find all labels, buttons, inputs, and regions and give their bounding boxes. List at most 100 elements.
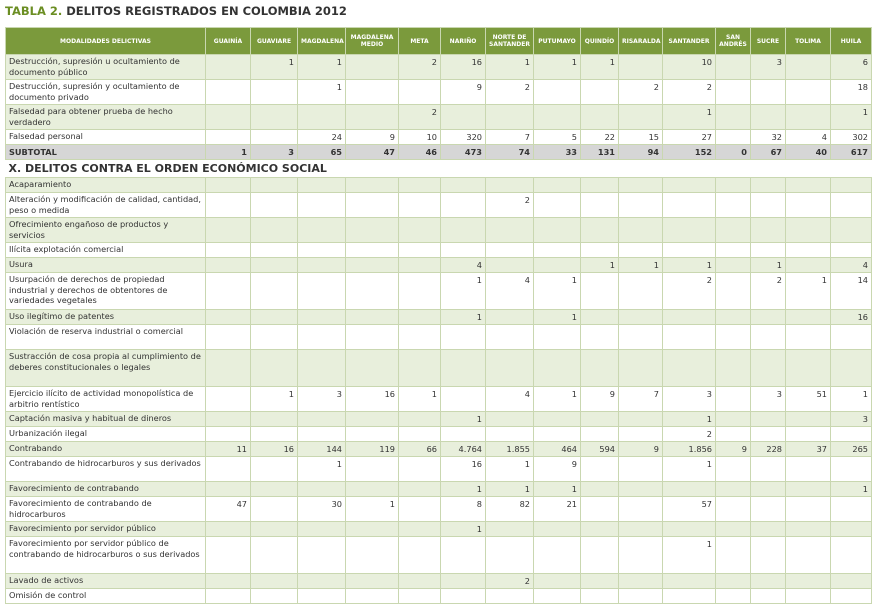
value-cell — [580, 588, 619, 604]
value-cell: 15 — [618, 129, 663, 145]
value-cell — [250, 456, 298, 482]
table-row: Usurpación de derechos de propiedad indu… — [5, 272, 872, 310]
value-cell — [715, 496, 751, 522]
value-cell: 302 — [830, 129, 872, 145]
value-cell — [345, 217, 399, 243]
value-cell — [785, 411, 831, 427]
value-cell: 94 — [618, 144, 663, 160]
value-cell — [533, 242, 581, 258]
value-cell: 3 — [750, 54, 786, 80]
value-cell: 1.855 — [485, 441, 534, 457]
header-row: MODALIDADES DELICTIVAS GUAINÍA GUAVIARE MAG… — [5, 27, 872, 55]
value-cell — [830, 217, 872, 243]
value-cell — [750, 349, 786, 387]
value-cell — [205, 257, 251, 273]
value-cell — [715, 426, 751, 442]
value-cell — [785, 456, 831, 482]
value-cell — [618, 349, 663, 387]
value-cell: 1 — [785, 272, 831, 310]
value-cell: 2 — [618, 79, 663, 105]
value-cell: 2 — [750, 272, 786, 310]
table-row: Falsedad personal 24 9 10 320 7 5 22 15 27 32 4 302 — [5, 129, 872, 145]
value-cell — [250, 192, 298, 218]
value-cell — [715, 79, 751, 105]
header-cell: GUAVIARE — [250, 27, 298, 55]
value-cell — [398, 456, 441, 482]
row-label: Ilícita explotación comercial — [5, 242, 206, 258]
value-cell: 67 — [750, 144, 786, 160]
value-cell — [618, 426, 663, 442]
value-cell — [580, 309, 619, 325]
value-cell: 82 — [485, 496, 534, 522]
value-cell — [750, 496, 786, 522]
table-row: Contrabando de hidrocarburos y sus deriv… — [5, 456, 872, 482]
value-cell — [440, 177, 486, 193]
value-cell — [297, 242, 346, 258]
row-label: SUBTOTAL — [5, 144, 206, 160]
value-cell: 473 — [440, 144, 486, 160]
value-cell — [618, 496, 663, 522]
value-cell — [205, 79, 251, 105]
value-cell — [345, 573, 399, 589]
header-cell: GUAINÍA — [205, 27, 251, 55]
value-cell: 119 — [345, 441, 399, 457]
header-cell: SUCRE — [750, 27, 786, 55]
value-cell — [662, 324, 716, 350]
row-label: Omisión de control — [5, 588, 206, 604]
value-cell — [297, 411, 346, 427]
value-cell — [485, 426, 534, 442]
value-cell — [750, 217, 786, 243]
value-cell: 1 — [440, 309, 486, 325]
value-cell — [785, 536, 831, 574]
value-cell — [250, 177, 298, 193]
header-cell: NORTE DE SANTANDER — [485, 27, 534, 55]
value-cell — [715, 536, 751, 574]
value-cell — [345, 349, 399, 387]
value-cell — [715, 481, 751, 497]
value-cell — [785, 521, 831, 537]
value-cell — [618, 272, 663, 310]
value-cell — [785, 217, 831, 243]
value-cell — [297, 217, 346, 243]
value-cell — [398, 411, 441, 427]
value-cell: 617 — [830, 144, 872, 160]
value-cell: 1 — [662, 257, 716, 273]
crime-table: MODALIDADES DELICTIVAS GUAINÍA GUAVIARE MAG… — [5, 27, 872, 604]
row-label: Sustracción de cosa propia al cumplimien… — [5, 349, 206, 387]
value-cell — [750, 104, 786, 130]
table-row: Favorecimiento por servidor público de c… — [5, 536, 872, 574]
row-label: Ejercicio ilícito de actividad monopolís… — [5, 386, 206, 412]
value-cell — [205, 386, 251, 412]
table-row: Sustracción de cosa propia al cumplimien… — [5, 349, 872, 387]
value-cell — [580, 536, 619, 574]
value-cell: 1 — [440, 411, 486, 427]
header-cell: NARIÑO — [440, 27, 486, 55]
value-cell: 4 — [785, 129, 831, 145]
row-label: Usura — [5, 257, 206, 273]
value-cell — [345, 177, 399, 193]
value-cell — [345, 521, 399, 537]
value-cell: 265 — [830, 441, 872, 457]
value-cell — [297, 272, 346, 310]
value-cell — [533, 104, 581, 130]
table-row: Favorecimiento de contrabando de hidroca… — [5, 496, 872, 522]
value-cell: 1 — [662, 536, 716, 574]
value-cell: 47 — [205, 496, 251, 522]
value-cell — [785, 324, 831, 350]
value-cell — [398, 481, 441, 497]
row-label: Ofrecimiento engañoso de productos y ser… — [5, 217, 206, 243]
value-cell — [250, 588, 298, 604]
value-cell — [345, 411, 399, 427]
value-cell — [250, 573, 298, 589]
value-cell — [750, 456, 786, 482]
value-cell — [785, 79, 831, 105]
value-cell — [618, 573, 663, 589]
value-cell — [662, 521, 716, 537]
value-cell — [398, 521, 441, 537]
value-cell — [533, 536, 581, 574]
value-cell — [785, 257, 831, 273]
header-cell: HUILA — [830, 27, 872, 55]
value-cell — [440, 573, 486, 589]
value-cell: 1 — [297, 456, 346, 482]
table-row: Lavado de activos 2 — [5, 573, 872, 589]
